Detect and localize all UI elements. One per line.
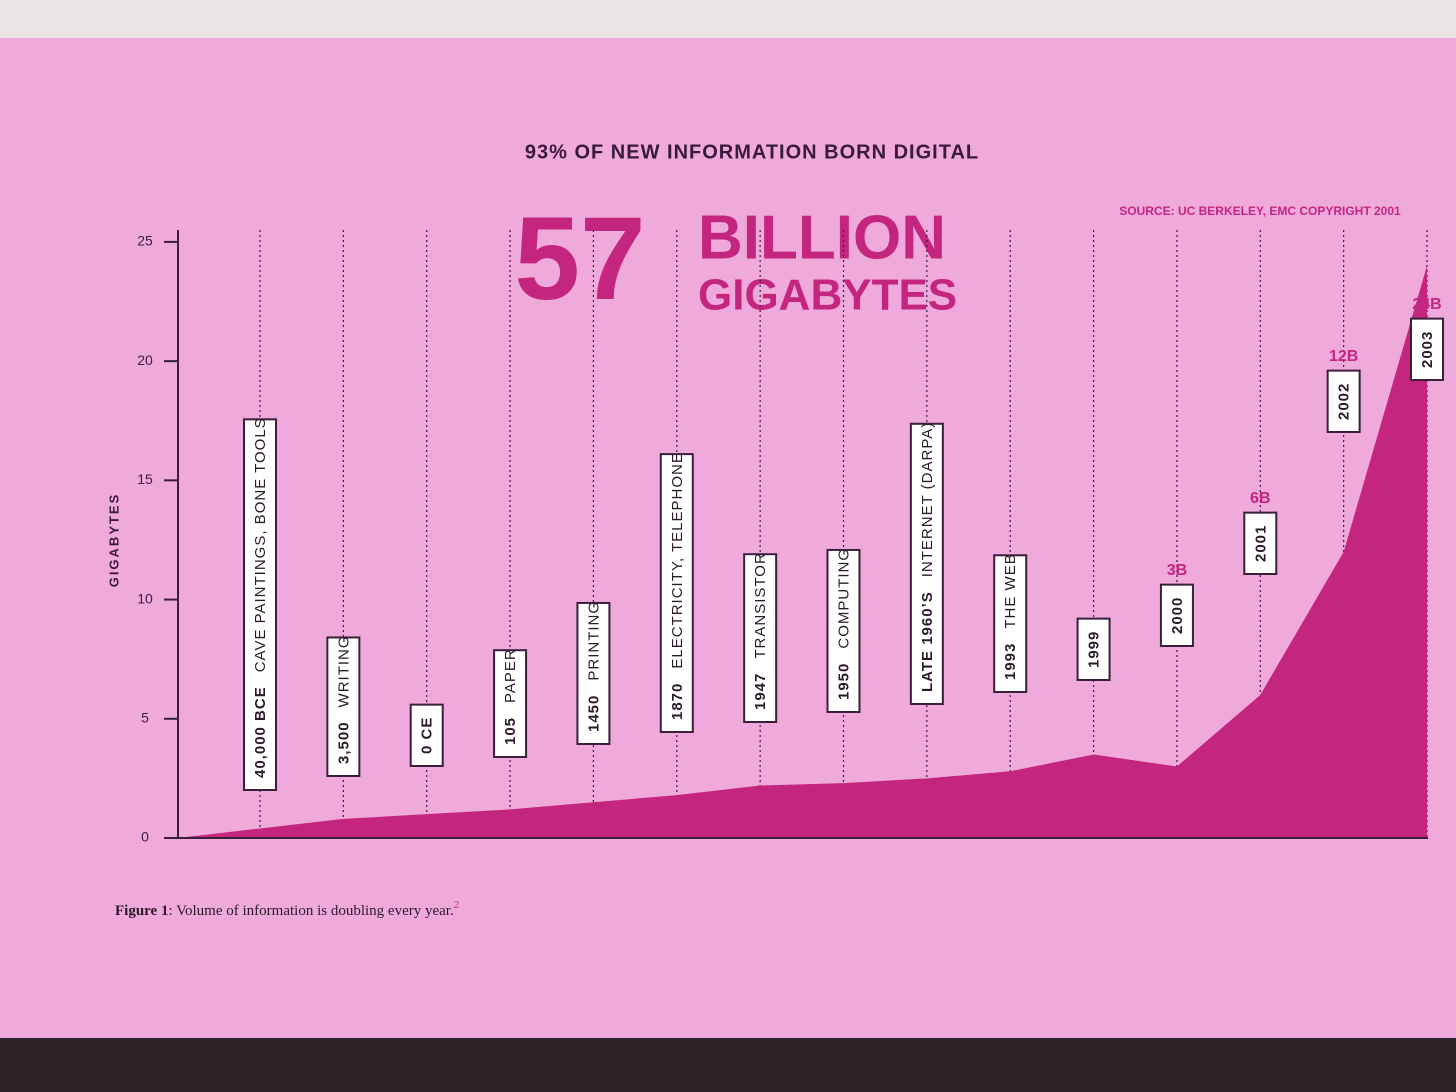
category-text: 2000	[1169, 597, 1186, 634]
category-year: 1999	[1086, 631, 1103, 668]
category-label: 1870 ELECTRICITY, TELEPHONE	[659, 452, 694, 733]
category-label: 1999	[1076, 617, 1111, 681]
category-year: 2001	[1252, 525, 1269, 562]
category-year: 1450	[585, 695, 602, 732]
caption-note: 2	[454, 899, 460, 911]
category-text: 1947 TRANSISTOR	[752, 552, 769, 710]
page-top	[0, 0, 1456, 40]
category-year: 0 CE	[419, 717, 436, 754]
category-text: 2001	[1252, 525, 1269, 562]
caption-text: : Volume of information is doubling ever…	[168, 903, 453, 919]
label-box	[826, 548, 861, 713]
category-text: 2003	[1419, 331, 1436, 368]
category-year: LATE 1960’S	[919, 591, 936, 692]
category-event: PAPER	[502, 648, 519, 703]
category-event: COMPUTING	[835, 548, 852, 649]
category-label: 2002	[1326, 369, 1361, 433]
headline-unit: BILLION	[698, 203, 946, 272]
category-label: LATE 1960’S INTERNET (DARPA)	[909, 422, 944, 705]
y-tick-label: 25	[137, 233, 153, 249]
category-label: 2000	[1159, 583, 1194, 647]
category-text: 3,500 WRITING	[335, 635, 352, 764]
headline-number: 57	[514, 193, 645, 325]
label-box	[326, 636, 361, 777]
label-box	[993, 554, 1028, 693]
label-box	[576, 601, 611, 745]
caption-label: Figure 1	[115, 903, 168, 919]
category-label: 2001	[1243, 511, 1278, 575]
label-box	[1326, 369, 1361, 433]
label-box	[1159, 583, 1194, 647]
label-box	[743, 553, 778, 723]
category-text: 1999	[1086, 631, 1103, 668]
category-year: 1950	[835, 663, 852, 700]
chart-title: 93% OF NEW INFORMATION BORN DIGITAL	[525, 141, 979, 163]
area	[178, 265, 1427, 838]
category-text: 40,000 BCE CAVE PAINTINGS, BONE TOOLS	[252, 417, 269, 778]
category-label: 1450 PRINTING	[576, 601, 611, 745]
label-box	[1243, 511, 1278, 575]
value-label: 12B	[1329, 348, 1358, 365]
label-box	[409, 703, 444, 767]
category-label: 1950 COMPUTING	[826, 548, 861, 713]
category-label: 0 CE	[409, 703, 444, 767]
category-label: 1947 TRANSISTOR	[743, 552, 778, 723]
category-year: 2002	[1336, 383, 1353, 420]
category-text: 1870 ELECTRICITY, TELEPHONE	[669, 452, 686, 720]
category-event: WRITING	[335, 635, 352, 707]
category-year: 40,000 BCE	[252, 686, 269, 778]
y-tick-label: 20	[137, 352, 153, 368]
category-label: 105 PAPER	[493, 648, 528, 758]
source: SOURCE: UC BERKELEY, EMC COPYRIGHT 2001	[1119, 204, 1401, 218]
category-year: 2000	[1169, 597, 1186, 634]
category-text: 1450 PRINTING	[585, 601, 602, 732]
label-box	[1410, 317, 1444, 381]
y-axis-label: GIGABYTES	[106, 493, 121, 588]
category-event: ELECTRICITY, TELEPHONE	[669, 452, 686, 669]
y-tick-label: 0	[141, 829, 149, 845]
category-year: 1947	[752, 673, 769, 710]
paper	[0, 38, 1456, 1038]
category-event: INTERNET (DARPA)	[919, 422, 936, 577]
y-tick-label: 5	[141, 709, 149, 725]
category-text: 105 PAPER	[502, 648, 519, 745]
category-label: 40,000 BCE CAVE PAINTINGS, BONE TOOLS	[243, 417, 277, 791]
category-text: 1993 THE WEB	[1002, 553, 1019, 680]
category-text: 2002	[1336, 383, 1353, 420]
category-year: 3,500	[335, 721, 352, 764]
category-text: 0 CE	[419, 717, 436, 754]
label-box	[909, 422, 944, 705]
label-box	[659, 453, 694, 733]
label-box	[243, 418, 277, 791]
value-label: 24B	[1412, 296, 1441, 313]
value-label: 6B	[1250, 490, 1270, 507]
label-box	[493, 649, 528, 758]
headline-unit: GIGABYTES	[698, 271, 957, 320]
table	[0, 1038, 1456, 1092]
category-year: 1993	[1002, 643, 1019, 680]
y-tick-label: 15	[137, 471, 153, 487]
category-event: CAVE PAINTINGS, BONE TOOLS	[252, 417, 269, 672]
value-label: 3B	[1167, 562, 1187, 579]
category-year: 1870	[669, 683, 686, 720]
caption: Figure 1: Volume of information is doubl…	[115, 899, 459, 920]
category-label: 1993 THE WEB	[993, 553, 1028, 693]
category-event: PRINTING	[585, 601, 602, 681]
category-year: 105	[502, 717, 519, 745]
y-tick-label: 10	[137, 590, 153, 606]
category-label: 3,500 WRITING	[326, 635, 361, 777]
category-text: LATE 1960’S INTERNET (DARPA)	[919, 422, 936, 692]
category-event: THE WEB	[1002, 553, 1019, 628]
label-box	[1076, 617, 1111, 681]
category-text: 1950 COMPUTING	[835, 548, 852, 700]
category-year: 2003	[1419, 331, 1436, 368]
category-label: 2003	[1410, 317, 1444, 381]
category-event: TRANSISTOR	[752, 552, 769, 658]
